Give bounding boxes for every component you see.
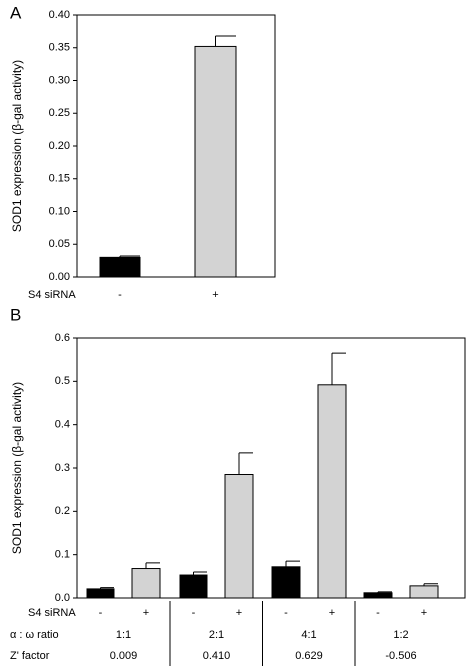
y-tick-label: 0.1: [55, 549, 70, 561]
x-tick-label: -: [192, 607, 196, 619]
error-bar: [215, 35, 236, 47]
y-tick-label: 0.6: [55, 332, 70, 344]
y-tick-label: 0.2: [55, 505, 70, 517]
row-value: 0.009: [110, 650, 138, 662]
row-label: α : ω ratio: [10, 629, 59, 641]
y-tick-label: 0.20: [49, 140, 70, 152]
error-bar: [100, 587, 114, 589]
plot-frame: [76, 337, 466, 599]
plot-frame: [76, 14, 276, 278]
bar: [99, 256, 141, 278]
y-tick-label: 0.05: [49, 238, 70, 250]
row-value: 0.410: [203, 650, 231, 662]
row-label: Z' factor: [10, 650, 50, 662]
bar: [131, 568, 161, 599]
row-value: 2:1: [209, 629, 224, 641]
error-bar: [119, 255, 140, 258]
bar: [409, 585, 439, 599]
y-tick-label: 0.5: [55, 375, 70, 387]
x-tick-label: +: [212, 289, 218, 301]
error-bar: [423, 583, 438, 586]
row-value: 1:2: [393, 629, 408, 641]
panel-label: B: [10, 305, 21, 324]
panel-label: A: [10, 3, 22, 22]
y-tick-label: 0.30: [49, 74, 70, 86]
y-tick-label: 0.0: [55, 592, 70, 604]
x-tick-label: -: [284, 607, 288, 619]
x-tick-label: -: [118, 289, 122, 301]
x-tick-label: +: [329, 607, 335, 619]
bar: [194, 45, 237, 278]
x-tick-label: -: [99, 607, 103, 619]
x-axis-label: S4 siRNA: [28, 607, 76, 619]
bar: [224, 474, 254, 599]
y-axis-label: SOD1 expression (β-gal activity): [10, 60, 24, 232]
y-tick-label: 0.4: [55, 419, 70, 431]
y-tick-label: 0.15: [49, 173, 70, 185]
error-bar: [238, 452, 253, 475]
y-tick-label: 0.10: [49, 205, 70, 217]
x-tick-label: -: [376, 607, 380, 619]
x-tick-label: +: [421, 607, 427, 619]
x-axis-label: S4 siRNA: [28, 289, 76, 301]
bar: [179, 574, 208, 599]
y-tick-label: 0.35: [49, 42, 70, 54]
bar: [363, 592, 393, 599]
row-value: 4:1: [301, 629, 316, 641]
error-bar: [145, 562, 160, 569]
bar: [86, 588, 115, 599]
error-bar: [331, 352, 346, 385]
row-value: -0.506: [385, 650, 416, 662]
y-tick-label: 0.3: [55, 462, 70, 474]
bar: [317, 384, 347, 599]
x-tick-label: +: [143, 607, 149, 619]
y-tick-label: 0.00: [49, 271, 70, 283]
y-tick-label: 0.25: [49, 107, 70, 119]
row-value: 0.629: [295, 650, 323, 662]
error-bar: [193, 571, 207, 576]
row-value: 1:1: [116, 629, 131, 641]
error-bar: [377, 591, 392, 593]
error-bar: [285, 560, 300, 567]
bar: [271, 566, 301, 599]
x-tick-label: +: [236, 607, 242, 619]
y-tick-label: 0.40: [49, 9, 70, 21]
y-axis-label: SOD1 expression (β-gal activity): [10, 382, 24, 554]
